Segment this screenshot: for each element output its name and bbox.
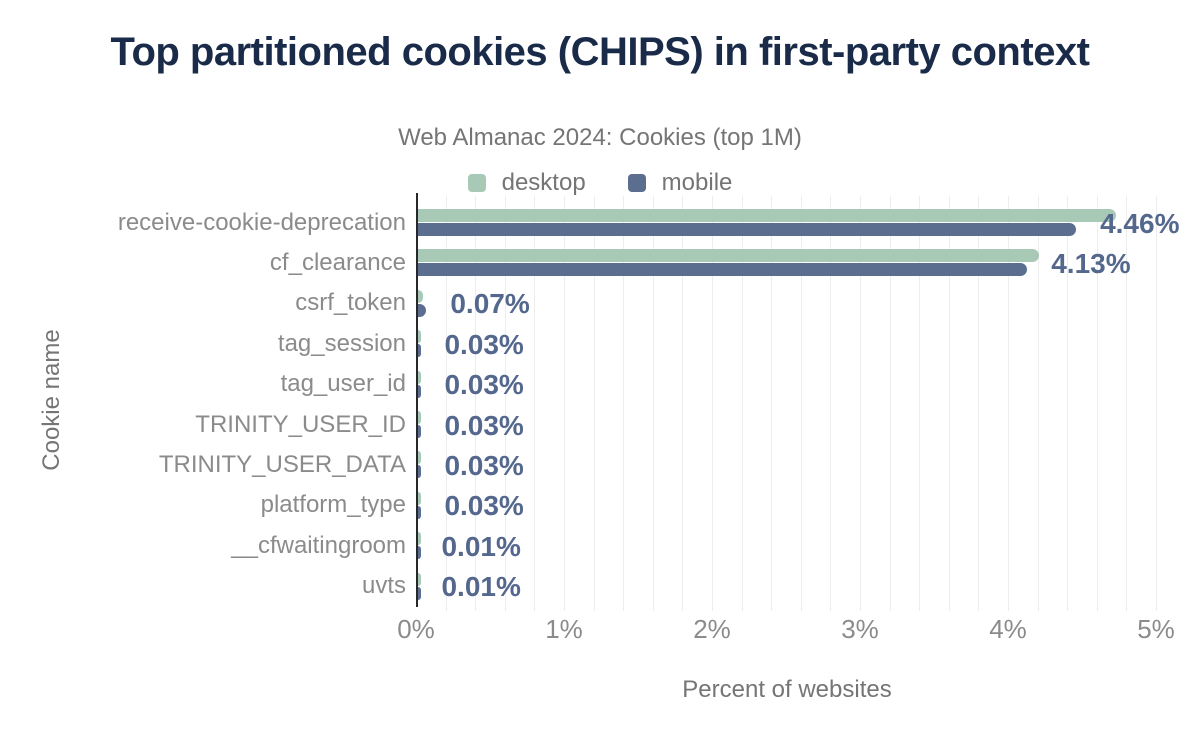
x-tick-label: 0% xyxy=(397,614,435,644)
bar-mobile xyxy=(418,586,421,600)
mobile-swatch-icon xyxy=(627,174,646,192)
gridline xyxy=(948,196,950,611)
gridline xyxy=(1008,196,1009,611)
bar-mobile xyxy=(418,344,421,358)
category-label: TRINITY_USER_DATA xyxy=(158,450,406,478)
category-label: tag_user_id xyxy=(280,370,406,398)
gridline xyxy=(652,196,654,611)
bar-mobile xyxy=(418,546,421,560)
legend-label-mobile: mobile xyxy=(661,169,733,196)
bar-desktop xyxy=(418,532,421,546)
value-label: 0.07% xyxy=(450,288,530,320)
bar-mobile xyxy=(418,223,1077,236)
gridline xyxy=(712,196,713,611)
chart-subtitle: Web Almanac 2024: Cookies (top 1M) xyxy=(398,124,802,151)
legend: desktop mobile xyxy=(0,169,1200,197)
desktop-swatch-icon xyxy=(467,174,486,192)
bar-mobile xyxy=(418,465,421,479)
bar-desktop xyxy=(418,491,421,505)
gridline xyxy=(1126,196,1128,611)
gridline xyxy=(771,196,773,611)
gridline xyxy=(593,196,595,611)
gridline xyxy=(800,196,802,611)
gridline xyxy=(1067,196,1069,611)
category-label: cf_clearance xyxy=(269,248,406,276)
bar-mobile xyxy=(418,505,421,519)
x-tick-label: 1% xyxy=(545,614,583,644)
x-tick-label: 4% xyxy=(989,614,1027,644)
bar-mobile xyxy=(418,384,421,398)
value-label: 0.03% xyxy=(444,409,524,441)
category-label: receive-cookie-deprecation xyxy=(117,208,406,236)
legend-item-desktop[interactable]: desktop xyxy=(467,169,586,197)
gridline xyxy=(830,196,832,611)
bar-desktop xyxy=(418,209,1117,222)
legend-item-mobile[interactable]: mobile xyxy=(627,169,733,197)
value-label: 0.03% xyxy=(444,369,524,401)
y-axis-line xyxy=(416,193,418,607)
gridline xyxy=(534,196,536,611)
gridline xyxy=(682,196,684,611)
category-label: platform_type xyxy=(260,491,406,519)
legend-label-desktop: desktop xyxy=(501,169,586,196)
gridline xyxy=(1096,196,1098,611)
gridline xyxy=(860,196,861,611)
value-label: 0.01% xyxy=(441,571,521,603)
category-label: TRINITY_USER_ID xyxy=(195,410,406,438)
bar-desktop xyxy=(418,451,421,465)
gridline xyxy=(1156,196,1157,611)
chart-title: Top partitioned cookies (CHIPS) in first… xyxy=(110,30,1090,74)
bar-desktop xyxy=(418,370,421,384)
gridline xyxy=(623,196,625,611)
bar-desktop xyxy=(418,249,1040,263)
gridline xyxy=(504,196,506,611)
category-label: csrf_token xyxy=(295,289,406,317)
category-label: uvts xyxy=(361,572,406,600)
value-label: 4.13% xyxy=(1051,247,1131,279)
value-label: 0.03% xyxy=(444,328,524,360)
gridline xyxy=(564,196,565,611)
x-axis-title: Percent of websites xyxy=(682,676,892,703)
bar-mobile xyxy=(418,303,427,317)
gridline xyxy=(889,196,891,611)
x-tick-label: 5% xyxy=(1137,614,1175,644)
value-label: 0.03% xyxy=(444,449,524,481)
category-label: __cfwaitingroom xyxy=(231,531,406,559)
bar-desktop xyxy=(418,411,421,424)
x-tick-label: 2% xyxy=(693,614,731,644)
y-axis-title: Cookie name xyxy=(38,329,65,471)
value-label: 4.46% xyxy=(1100,207,1180,239)
gridline xyxy=(445,196,447,611)
x-tick-label: 3% xyxy=(841,614,879,644)
bar-desktop xyxy=(418,330,421,344)
bar-desktop xyxy=(418,572,421,586)
category-label: tag_session xyxy=(277,329,406,357)
value-label: 0.03% xyxy=(444,490,524,522)
gridline xyxy=(978,196,980,611)
bar-mobile xyxy=(418,425,421,438)
gridline xyxy=(475,196,477,611)
gridline xyxy=(919,196,921,611)
gridline xyxy=(1037,196,1039,611)
bar-mobile xyxy=(418,263,1028,277)
bar-desktop xyxy=(418,289,424,303)
value-label: 0.01% xyxy=(441,530,521,562)
gridline xyxy=(741,196,743,611)
